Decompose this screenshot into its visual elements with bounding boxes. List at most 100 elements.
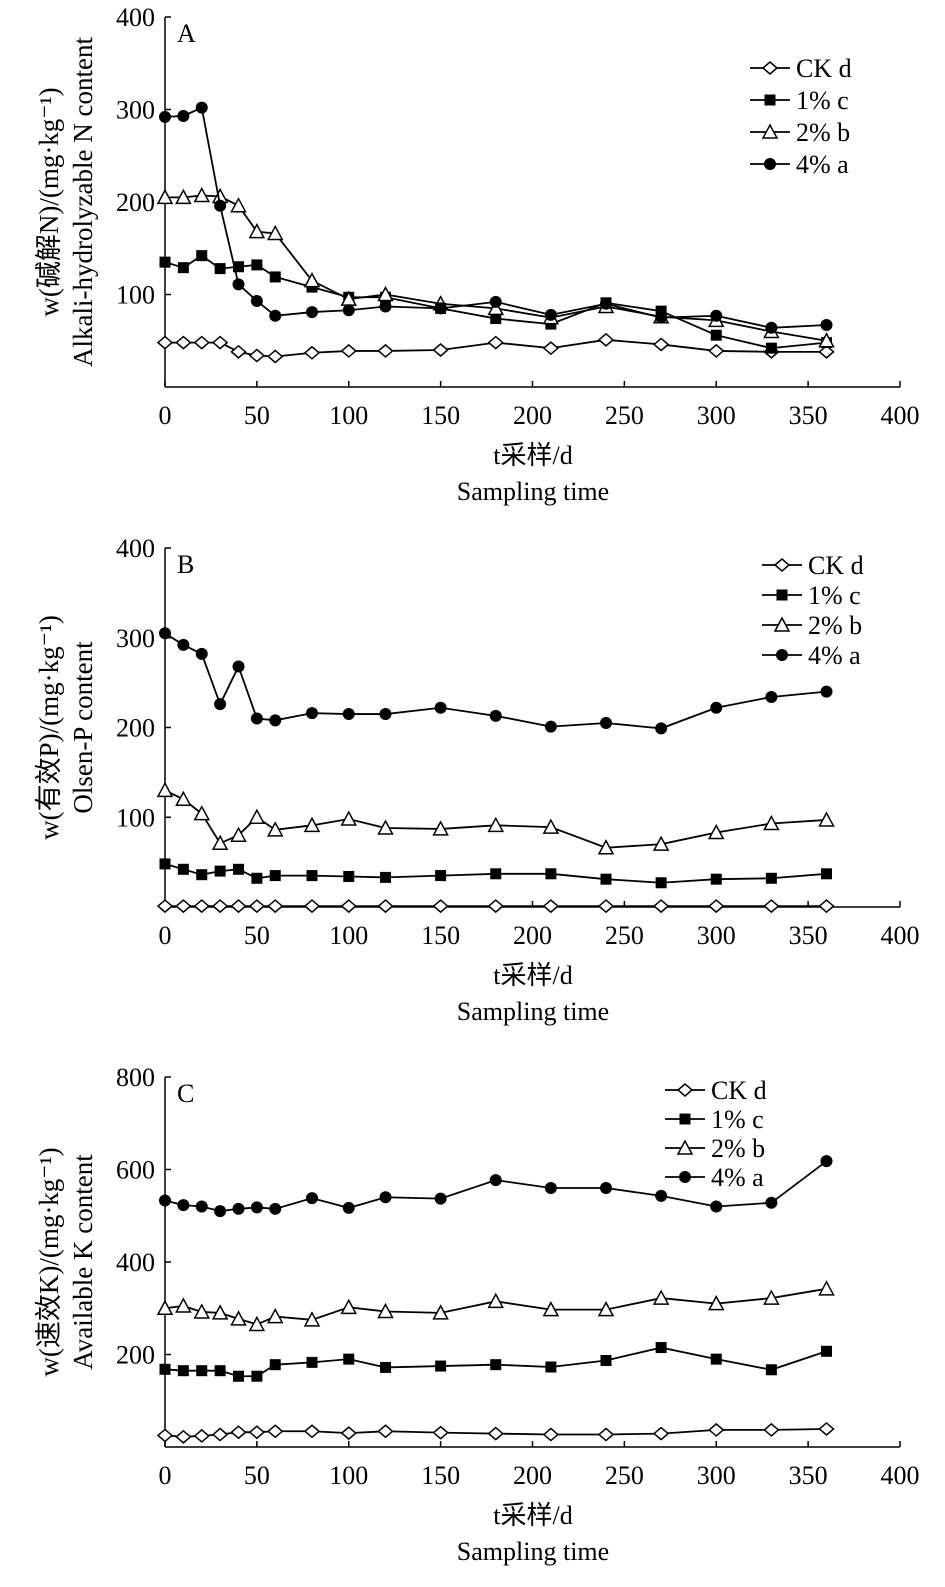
- x-axis-subtitle: Sampling time: [457, 1537, 609, 1566]
- y-axis-title: w(速效K)/(mg·kg⁻¹): [34, 1147, 64, 1376]
- x-tick-label: 300: [697, 921, 736, 950]
- data-point: [435, 1360, 447, 1372]
- data-point: [597, 332, 615, 347]
- data-point: [156, 335, 174, 350]
- data-point: [435, 870, 447, 882]
- data-point: [542, 818, 560, 834]
- data-point: [214, 1205, 227, 1218]
- y-axis-title-group: w(速效K)/(mg·kg⁻¹): [34, 1147, 64, 1376]
- data-point: [544, 1182, 557, 1194]
- data-point: [377, 819, 394, 835]
- data-point: [710, 309, 723, 322]
- data-point: [159, 1194, 171, 1207]
- data-point: [248, 223, 266, 239]
- panel-label: B: [177, 550, 194, 579]
- data-point: [600, 1355, 612, 1367]
- data-point: [343, 1353, 355, 1365]
- data-point: [303, 1424, 321, 1439]
- data-point: [600, 717, 612, 730]
- data-point: [175, 335, 192, 350]
- data-point: [487, 816, 505, 833]
- data-point: [542, 341, 560, 356]
- legend-marker: [764, 94, 776, 106]
- data-point: [248, 1315, 266, 1332]
- data-point: [820, 1155, 833, 1168]
- data-point: [763, 814, 780, 831]
- x-tick-label: 200: [513, 1461, 552, 1490]
- data-point: [230, 826, 247, 842]
- data-point: [232, 278, 245, 291]
- legend-label: 4% a: [711, 1163, 764, 1192]
- legend-label: 4% a: [808, 641, 861, 670]
- data-point: [379, 708, 392, 721]
- legend-label: 2% b: [796, 118, 850, 147]
- data-point: [248, 348, 266, 363]
- data-point: [489, 295, 502, 308]
- x-tick-label: 0: [159, 401, 172, 430]
- data-point: [765, 342, 777, 354]
- panel-label: A: [177, 19, 196, 48]
- data-point: [211, 335, 229, 350]
- data-point: [269, 309, 282, 322]
- data-point: [230, 899, 247, 914]
- data-point: [655, 1189, 668, 1202]
- data-point: [763, 1289, 780, 1305]
- data-point: [821, 868, 832, 880]
- x-tick-label: 250: [605, 1461, 644, 1490]
- x-axis-subtitle: Sampling time: [457, 997, 609, 1026]
- data-point: [303, 899, 321, 914]
- data-point: [251, 1370, 263, 1382]
- y-tick-label: 400: [116, 3, 155, 32]
- data-point: [267, 899, 284, 914]
- y-axis-subtitle: Available K content: [68, 1154, 98, 1370]
- y-tick-label: 200: [116, 188, 155, 217]
- data-point: [251, 872, 263, 884]
- data-point: [489, 709, 502, 722]
- legend-marker: [676, 1083, 694, 1097]
- data-point: [159, 256, 171, 268]
- data-point: [159, 627, 171, 640]
- data-point: [175, 790, 192, 807]
- data-point: [818, 811, 835, 827]
- x-tick-label: 250: [605, 401, 644, 430]
- data-point: [490, 313, 502, 325]
- data-point: [710, 873, 722, 885]
- x-tick-label: 200: [513, 401, 552, 430]
- y-tick-label: 300: [116, 96, 155, 125]
- data-point: [193, 335, 210, 350]
- data-point: [490, 868, 502, 880]
- data-point: [250, 294, 263, 307]
- data-point: [214, 263, 226, 275]
- legend-marker: [764, 158, 776, 170]
- x-tick-label: 300: [697, 1461, 736, 1490]
- data-point: [655, 722, 668, 735]
- data-point: [542, 899, 560, 914]
- data-point: [269, 1359, 281, 1371]
- data-point: [597, 899, 615, 914]
- data-point: [156, 188, 174, 205]
- data-point: [175, 899, 192, 914]
- data-point: [195, 1200, 208, 1213]
- series-2: [156, 1280, 835, 1332]
- data-point: [432, 343, 449, 357]
- series-line: [164, 632, 827, 730]
- data-point: [542, 1301, 560, 1317]
- data-point: [652, 899, 670, 914]
- data-point: [233, 1370, 244, 1382]
- data-point: [193, 1428, 210, 1443]
- legend-label: 4% a: [796, 150, 849, 179]
- data-point: [266, 821, 284, 837]
- data-point: [196, 250, 208, 262]
- x-tick-label: 0: [159, 921, 172, 950]
- x-tick-label: 200: [513, 921, 552, 950]
- data-point: [597, 839, 615, 855]
- data-point: [196, 869, 208, 881]
- y-axis-subtitle-group: Available K content: [68, 1154, 98, 1370]
- data-point: [267, 1424, 284, 1439]
- data-point: [248, 808, 266, 824]
- data-point: [306, 1192, 318, 1205]
- legend-marker: [676, 1139, 694, 1155]
- data-point: [233, 863, 244, 875]
- series-0: [156, 1421, 835, 1444]
- data-point: [652, 1289, 670, 1305]
